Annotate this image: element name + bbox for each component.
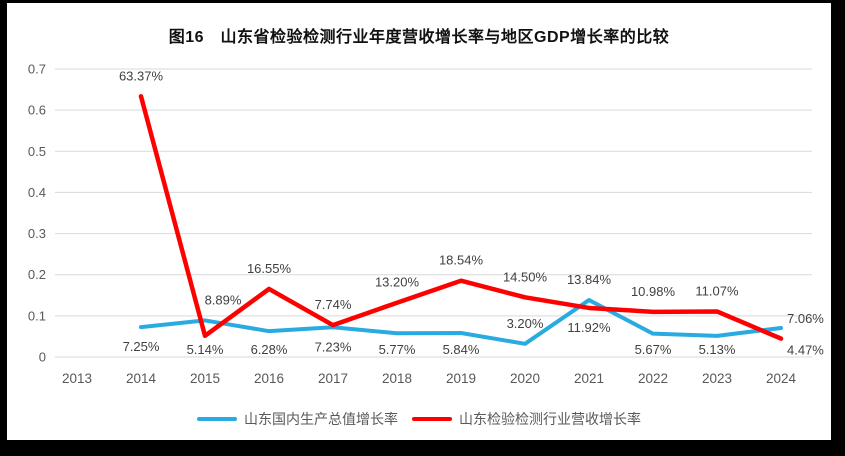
- legend-label-industry: 山东检验检测行业营收增长率: [459, 411, 641, 427]
- y-tick-label: 0.6: [28, 103, 46, 118]
- y-tick-label: 0.2: [28, 267, 46, 282]
- x-tick-label: 2022: [638, 371, 668, 386]
- plot-svg: 0 0.1 0.2 0.3 0.4 0.5 0.6 0.7 2013 2014 2015 2016 20…: [28, 61, 824, 386]
- data-label: 10.98%: [631, 284, 676, 299]
- data-label: 11.92%: [567, 320, 611, 335]
- y-tick-label: 0.4: [28, 185, 46, 200]
- x-tick-label: 2015: [190, 371, 220, 386]
- data-label: 5.13%: [699, 342, 736, 357]
- industry-line-swatch: [412, 417, 452, 421]
- series-line-gdp: [139, 298, 783, 346]
- data-label: 7.74%: [315, 297, 352, 312]
- data-label: 7.25%: [123, 339, 160, 354]
- legend-item-industry: 山东检验检测行业营收增长率: [412, 409, 641, 429]
- y-tick-label: 0.7: [28, 61, 46, 76]
- x-tick-label: 2018: [382, 371, 412, 386]
- x-tick-label: 2023: [702, 371, 732, 386]
- y-tick-label: 0.1: [28, 308, 46, 323]
- data-label: 16.55%: [247, 261, 292, 276]
- series-line-industry: [138, 94, 784, 341]
- x-tick-label: 2020: [510, 371, 540, 386]
- y-tick-label: 0: [39, 350, 46, 365]
- data-label: 63.37%: [119, 68, 164, 83]
- y-tick-label: 0.3: [28, 226, 46, 241]
- data-label: 7.23%: [315, 339, 352, 354]
- data-label: 7.06%: [787, 311, 824, 326]
- data-label: 8.89%: [205, 292, 242, 307]
- data-label: 13.84%: [567, 272, 612, 287]
- chart-legend: 山东国内生产总值增长率 山东检验检测行业营收增长率: [7, 407, 831, 431]
- data-label: 14.50%: [503, 269, 548, 284]
- data-label: 5.14%: [187, 342, 224, 357]
- x-tick-label: 2016: [254, 371, 284, 386]
- data-label: 5.84%: [443, 342, 480, 357]
- legend-label-gdp: 山东国内生产总值增长率: [244, 411, 398, 427]
- data-label: 3.20%: [507, 316, 544, 331]
- legend-item-gdp: 山东国内生产总值增长率: [197, 409, 398, 429]
- x-tick-label: 2019: [446, 371, 476, 386]
- data-label: 6.28%: [251, 342, 288, 357]
- x-tick-label: 2014: [126, 371, 157, 386]
- x-tick-label: 2024: [766, 371, 797, 386]
- data-label: 11.07%: [695, 283, 739, 298]
- data-label: 5.77%: [379, 342, 416, 357]
- chart-panel: 图16 山东省检验检测行业年度营收增长率与地区GDP增长率的比较 0 0.1 0.2…: [7, 3, 831, 440]
- data-label: 5.67%: [635, 342, 672, 357]
- x-tick-label: 2017: [318, 371, 348, 386]
- x-tick-label: 2021: [574, 371, 604, 386]
- data-label: 4.47%: [787, 343, 824, 358]
- data-label: 13.20%: [375, 275, 420, 290]
- chart-title: 图16 山东省检验检测行业年度营收增长率与地区GDP增长率的比较: [168, 29, 670, 46]
- x-tick-label: 2013: [62, 371, 92, 386]
- gdp-line-swatch: [197, 417, 237, 421]
- data-label: 18.54%: [439, 253, 484, 268]
- y-tick-label: 0.5: [28, 144, 46, 159]
